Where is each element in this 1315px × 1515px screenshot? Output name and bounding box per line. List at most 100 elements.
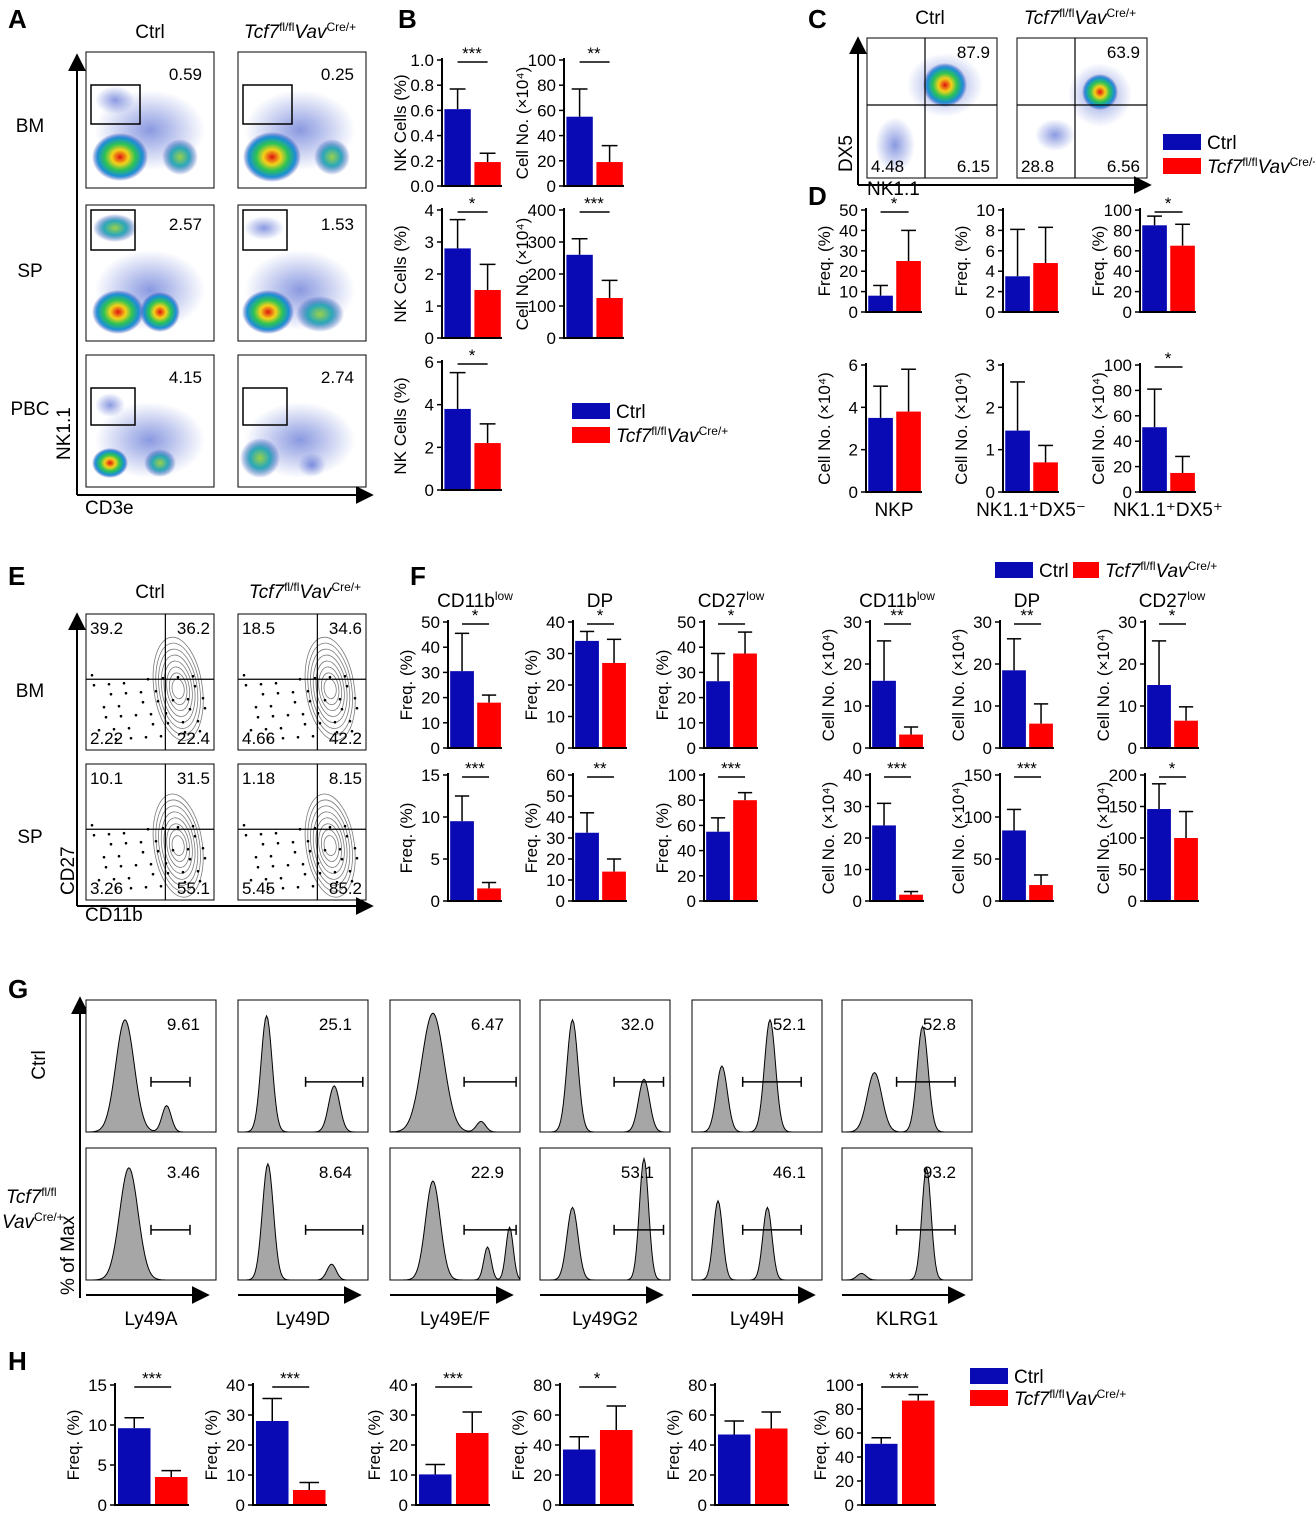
gate-value: 0.59 [169,65,202,84]
bar-chart-27: 0 20 40 60 80 Freq. (%) * [509,1369,634,1515]
legend-label-ko: Tcf7fl/flVavCre/+ [1207,155,1315,178]
event-dot [311,734,315,738]
bar [154,1477,188,1505]
panel-letter-g: G [8,974,28,1004]
contour-line [310,805,351,886]
y-tick-label: 6 [849,356,858,375]
bar-chart-16: 0 10 20 30 Cell No. (×10⁴) **DP [949,591,1054,758]
gate-value: 4.15 [169,368,202,387]
bar [754,1428,788,1505]
histogram-curve [540,1018,670,1133]
legend-swatch-ctrl [572,403,610,419]
event-dot [117,704,121,708]
event-dot [186,847,190,851]
quadrant-value: 31.5 [177,769,210,788]
panel-c: Ctrl Tcf7fl/flVavCre/+ 87.9 4.48 6.15 63… [836,6,1152,200]
plot-frame [841,1147,973,1281]
significance-label: * [1165,349,1172,368]
bar [474,162,501,186]
event-dot [328,825,332,829]
event-dot [301,862,305,866]
event-dot [259,682,263,686]
contour-line [158,805,199,886]
event-dot [279,876,283,880]
event-dot [119,714,123,718]
panel-a: Ctrl Tcf7fl/flVavCre/+ BM SP PBC 0.59 0.… [10,20,374,519]
y-tick-label: 1.0 [410,51,434,70]
panel-letter-f: F [410,561,426,591]
panel-g: Ctrl Tcf7fl/fl VavCre/+ % of Max 9.61 25.… [2,996,973,1330]
bar-chart-15: 0 10 20 30 Cell No. (×10⁴) **CD11blow [819,589,935,758]
chart-title-sup: low [495,589,513,603]
contour-line [318,823,343,868]
plot-frame [389,999,521,1133]
y-tick-label: 10 [843,697,862,716]
quadrant-value: 3.26 [90,879,123,898]
y-tick-label: 40 [421,638,440,657]
y-axis-label: Cell No. (×10⁴) [949,629,968,742]
event-dot [134,713,138,717]
histogram-curve [389,1012,520,1133]
event-dot [281,736,285,740]
bar [1142,225,1167,312]
event-dot [196,719,200,723]
contour-line [315,817,345,874]
histogram-plot: 32.0 [539,999,671,1133]
row-label-pbc: PBC [10,399,49,420]
y-tick-label: 20 [537,152,556,171]
plot-frame [85,763,215,901]
bar [1170,472,1195,492]
bar [864,1443,898,1505]
quadrant-value: 34.6 [329,619,362,638]
bar-chart-14: 0 10 20 30 40 50 Freq. (%) *CD27low [653,589,765,758]
column-header-ko: Tcf7fl/flVavCre/+ [244,20,356,43]
column-header-ctrl: Ctrl [915,8,945,29]
event-dot [254,705,258,709]
y-axis-label: Freq. (%) [653,803,672,874]
event-dot [104,715,108,719]
y-axis-label: DX5 [836,135,857,172]
contour-line [168,672,188,706]
y-tick-label: 0.8 [410,76,434,95]
y-tick-label: 50 [546,787,565,806]
event-dot [279,726,283,730]
gate-box [90,84,141,125]
y-axis-label: Cell No. (×10⁴) [1094,782,1113,895]
event-dot [90,673,94,677]
marker-label: Ly49D [276,1309,330,1330]
y-axis-label: Cell No. (×10⁴) [815,372,834,485]
y-tick-label: 20 [226,1436,245,1455]
y-tick-label: 20 [677,867,696,886]
event-dot [92,683,96,687]
quadrant-value: 4.66 [242,729,275,748]
event-dot [154,839,158,843]
bar [292,1490,326,1505]
event-dot [318,721,322,725]
bar [450,671,474,748]
legend-f: Ctrl Tcf7fl/flVavCre/+ [995,559,1217,582]
y-tick-label: 0 [431,892,440,911]
event-dot [183,730,187,734]
histogram-curve [238,1162,368,1281]
bar [599,1430,633,1505]
bar [1033,462,1058,492]
legend-label-ctrl: Ctrl [1039,561,1069,582]
event-dot [134,863,138,867]
significance-label: *** [280,1369,300,1388]
y-tick-label: 4 [849,398,858,417]
event-dot [318,871,322,875]
y-tick-label: 20 [1113,458,1132,477]
bar [1147,809,1171,901]
contour-line [315,660,345,717]
event-dot [151,722,155,726]
quadrant-value: 10.1 [90,769,123,788]
y-tick-label: 40 [546,808,565,827]
flow-plot-ctrl: 87.9 4.48 6.15 [866,37,998,179]
legend-swatch-ko [572,427,610,443]
event-dot [149,862,153,866]
event-dot [129,886,133,890]
event-dot [92,833,96,837]
event-dot [109,842,113,846]
legend-swatch-ko [1073,562,1099,578]
